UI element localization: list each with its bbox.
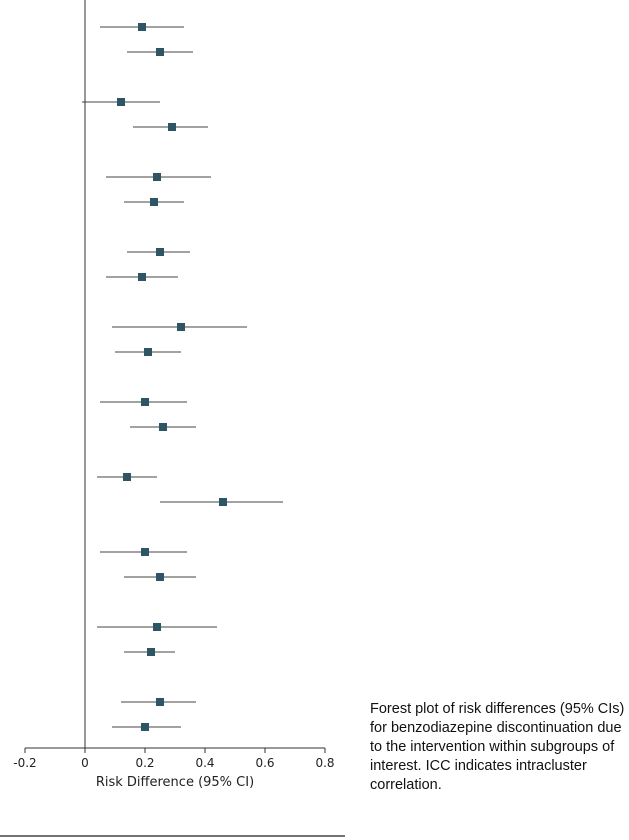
point-estimate-marker [219, 498, 227, 506]
x-tick-label: 0.4 [195, 756, 214, 770]
point-estimate-marker [138, 23, 146, 31]
x-axis-label: Risk Difference (95% CI) [96, 775, 254, 790]
point-estimate-marker [141, 723, 149, 731]
point-estimate-marker [141, 398, 149, 406]
point-estimate-marker [156, 698, 164, 706]
point-estimate-marker [168, 123, 176, 131]
x-tick-label: 0 [81, 756, 89, 770]
point-estimate-marker [153, 623, 161, 631]
point-estimate-marker [117, 98, 125, 106]
point-estimate-marker [147, 648, 155, 656]
point-estimates [117, 23, 227, 731]
x-tick-label: 0.2 [135, 756, 154, 770]
x-tick-label: 0.8 [315, 756, 334, 770]
point-estimate-marker [156, 573, 164, 581]
figure-caption: Forest plot of risk differences (95% CIs… [370, 701, 625, 793]
point-estimate-marker [150, 198, 158, 206]
point-estimate-marker [123, 473, 131, 481]
x-axis-ticks: -0.2 0 0.2 0.4 0.6 0.8 [13, 748, 335, 770]
point-estimate-marker [141, 548, 149, 556]
x-tick-label: 0.6 [255, 756, 274, 770]
point-estimate-marker [138, 273, 146, 281]
point-estimate-marker [153, 173, 161, 181]
point-estimate-marker [159, 423, 167, 431]
ci-lines [82, 26, 283, 728]
x-tick-label: -0.2 [13, 756, 36, 770]
point-estimate-marker [177, 323, 185, 331]
point-estimate-marker [156, 48, 164, 56]
point-estimate-marker [156, 248, 164, 256]
point-estimate-marker [144, 348, 152, 356]
